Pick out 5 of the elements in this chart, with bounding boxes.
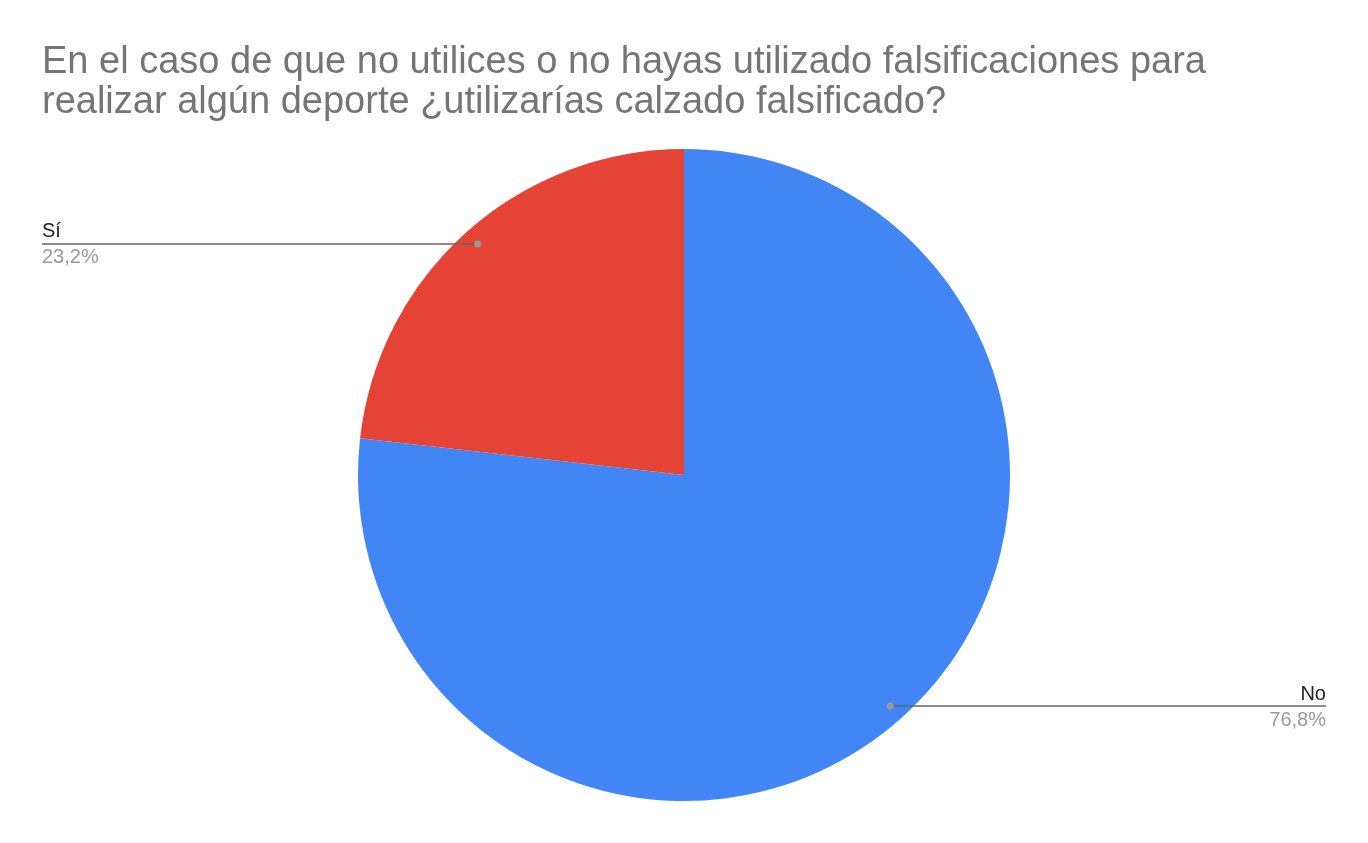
slice-label: Sí bbox=[42, 219, 62, 242]
chart-title: En el caso de que no utilices o no hayas utilizado falsificaciones para realizar algún deporte ¿utilizarías calzado falsificado? bbox=[42, 39, 1207, 121]
slice-label: No bbox=[1300, 681, 1326, 704]
data-label: 76,8% bbox=[1269, 707, 1327, 730]
data-label: 23,2% bbox=[42, 245, 99, 268]
